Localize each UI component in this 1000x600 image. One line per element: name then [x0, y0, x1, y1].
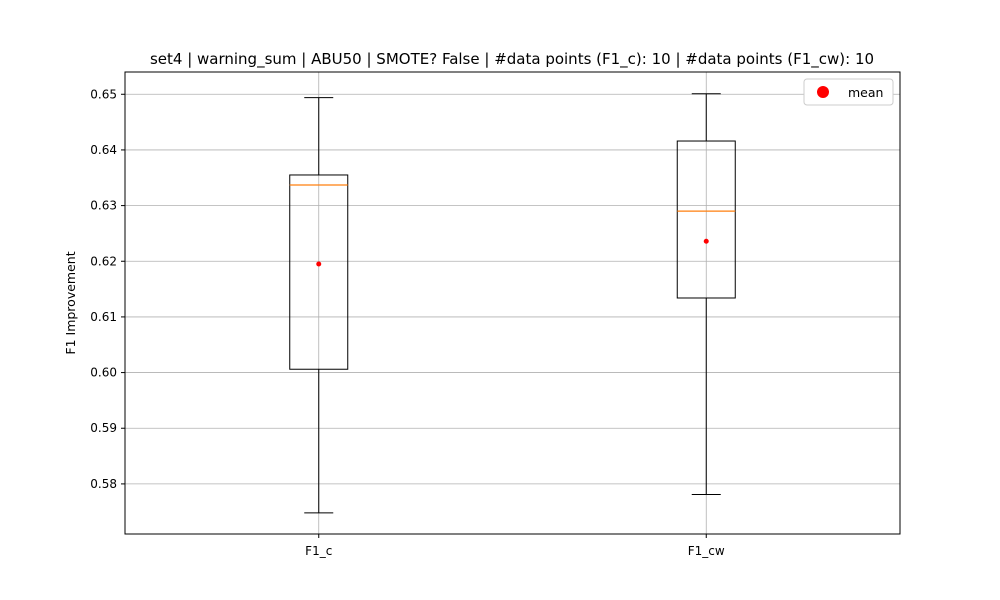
y-tick-label: 0.62 — [90, 254, 117, 268]
box-F1_c — [289, 97, 349, 514]
legend-entry-mean: mean — [848, 85, 883, 100]
plot-area-frame — [124, 71, 901, 535]
y-tick-label: 0.58 — [90, 477, 117, 491]
y-tick-label: 0.63 — [90, 199, 117, 213]
y-tick-label: 0.64 — [90, 143, 117, 157]
x-tick-label: F1_c — [305, 544, 332, 558]
y-axis: 0.58 0.59 0.60 0.61 0.62 0.63 0.64 0.65 — [90, 87, 125, 491]
y-tick-label: 0.59 — [90, 421, 117, 435]
chart-title: set4 | warning_sum | ABU50 | SMOTE? Fals… — [150, 50, 874, 69]
legend: mean — [803, 78, 894, 106]
y-tick-label: 0.65 — [90, 87, 117, 101]
x-axis: F1_c F1_cw — [305, 534, 725, 558]
legend-mean-marker — [817, 86, 829, 98]
legend-frame — [803, 78, 894, 106]
mean-marker — [703, 238, 709, 244]
box-body — [676, 140, 736, 299]
box-F1_cw — [676, 93, 736, 495]
box-body — [289, 174, 349, 370]
y-tick-label: 0.60 — [90, 366, 117, 380]
x-tick-label: F1_cw — [688, 544, 725, 558]
y-tick-label: 0.61 — [90, 310, 117, 324]
mean-marker — [316, 261, 322, 267]
grid-lines — [125, 72, 900, 534]
box-series — [289, 93, 736, 514]
y-axis-label: F1 Improvement — [63, 251, 78, 354]
